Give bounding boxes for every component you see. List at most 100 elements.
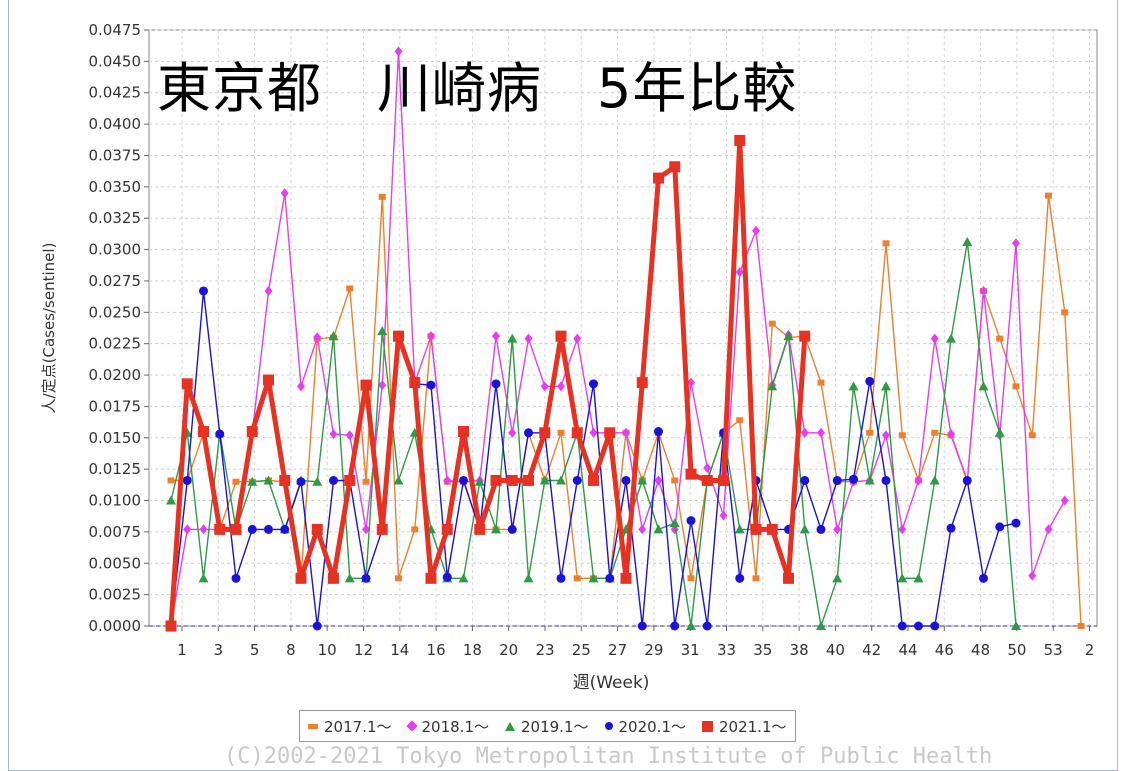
series-line — [170, 50, 1066, 627]
data-point — [605, 573, 615, 583]
y-tick-label: 0.0125 — [89, 460, 142, 478]
data-point — [539, 427, 551, 439]
x-tick-label: 40 — [826, 641, 845, 659]
data-point — [247, 524, 257, 534]
data-point — [719, 510, 728, 521]
data-point — [687, 575, 695, 582]
data-point — [914, 475, 923, 486]
data-point — [540, 381, 549, 392]
data-point — [654, 427, 663, 437]
data-point — [735, 573, 745, 583]
data-point — [734, 134, 746, 146]
data-point — [556, 573, 566, 583]
data-point — [817, 427, 825, 438]
data-point — [881, 381, 891, 391]
legend-label: 2021.1～ — [719, 717, 787, 736]
data-point — [685, 468, 697, 480]
data-point — [378, 380, 387, 391]
legend-item-4: 2020.1～ — [604, 716, 687, 737]
data-point — [557, 381, 565, 392]
x-tick-label: 23 — [535, 641, 554, 659]
data-point — [669, 518, 680, 528]
data-point — [458, 426, 469, 438]
data-point — [996, 335, 1004, 342]
x-tick-label: 48 — [971, 641, 990, 659]
y-tick-label: 0.0450 — [89, 52, 142, 70]
data-point — [182, 475, 192, 485]
legend-label: 2018.1～ — [421, 717, 490, 736]
legend-item-3: 2019.1～ — [505, 716, 589, 737]
data-point — [264, 524, 273, 534]
data-point — [345, 430, 354, 441]
y-tick-label: 0.0475 — [89, 21, 142, 39]
data-point — [978, 381, 989, 391]
x-tick-label: 1 — [177, 641, 187, 659]
legend-marker-triangle — [505, 721, 515, 731]
data-point — [783, 331, 794, 341]
data-point — [718, 474, 729, 486]
data-point — [441, 523, 453, 535]
data-point — [800, 427, 809, 438]
data-point — [864, 475, 875, 485]
data-point — [636, 377, 648, 389]
data-point — [1077, 623, 1085, 629]
data-point — [799, 524, 810, 534]
data-point — [947, 429, 955, 440]
data-point — [523, 474, 534, 486]
data-point — [654, 475, 663, 486]
data-point — [165, 620, 177, 632]
data-point — [1028, 570, 1037, 581]
series-line — [168, 137, 808, 627]
data-point — [246, 426, 258, 438]
data-point — [442, 572, 452, 582]
data-point — [766, 523, 778, 535]
data-point — [604, 427, 616, 439]
data-point — [539, 475, 550, 485]
data-point — [1012, 238, 1020, 249]
y-tick-label: 0.0000 — [89, 617, 142, 635]
data-point — [506, 474, 518, 486]
data-point — [589, 427, 598, 438]
data-point — [393, 330, 404, 342]
data-point — [816, 524, 826, 534]
data-point — [571, 427, 583, 439]
data-point — [264, 285, 273, 296]
x-tick-label: 14 — [390, 641, 409, 659]
data-point — [328, 572, 339, 584]
data-point — [395, 575, 402, 582]
data-point — [670, 621, 680, 631]
data-point — [360, 379, 372, 391]
chart-frame: 0.0000 0.0025 0.0050 0.0075 0.0100 0.0125 0.01… — [8, 0, 1118, 771]
data-point — [734, 524, 745, 534]
data-point — [931, 429, 939, 436]
data-point — [1044, 524, 1053, 535]
data-point — [866, 429, 874, 436]
legend-marker-circle — [604, 722, 613, 730]
data-point — [183, 524, 192, 535]
data-point — [167, 477, 175, 484]
legend-label: 2019.1～ — [521, 717, 589, 736]
data-point — [232, 478, 240, 485]
legend-item-5: 2021.1～ — [702, 716, 787, 737]
data-point — [1061, 309, 1069, 316]
y-axis-label: 人/定点(Cases/sentinel) — [40, 243, 58, 414]
x-tick-label: 35 — [753, 641, 772, 659]
data-point — [346, 285, 354, 292]
x-tick-label: 50 — [1007, 641, 1026, 659]
legend-label: 2020.1～ — [618, 717, 687, 736]
chart-title: 東京都 川崎病 5年比較 — [157, 57, 798, 120]
data-point — [376, 523, 388, 535]
data-point — [588, 474, 599, 486]
data-point — [832, 475, 842, 485]
y-tick-label: 0.0400 — [89, 115, 142, 133]
x-tick-label: 33 — [717, 641, 736, 659]
data-point — [897, 573, 908, 583]
data-point — [929, 475, 940, 485]
data-point — [555, 330, 567, 342]
plot-area — [148, 29, 1098, 627]
data-point — [703, 462, 712, 473]
data-point — [362, 524, 370, 535]
data-point — [588, 573, 599, 583]
series-4 — [166, 286, 1021, 631]
x-tick-label: 18 — [463, 641, 482, 659]
